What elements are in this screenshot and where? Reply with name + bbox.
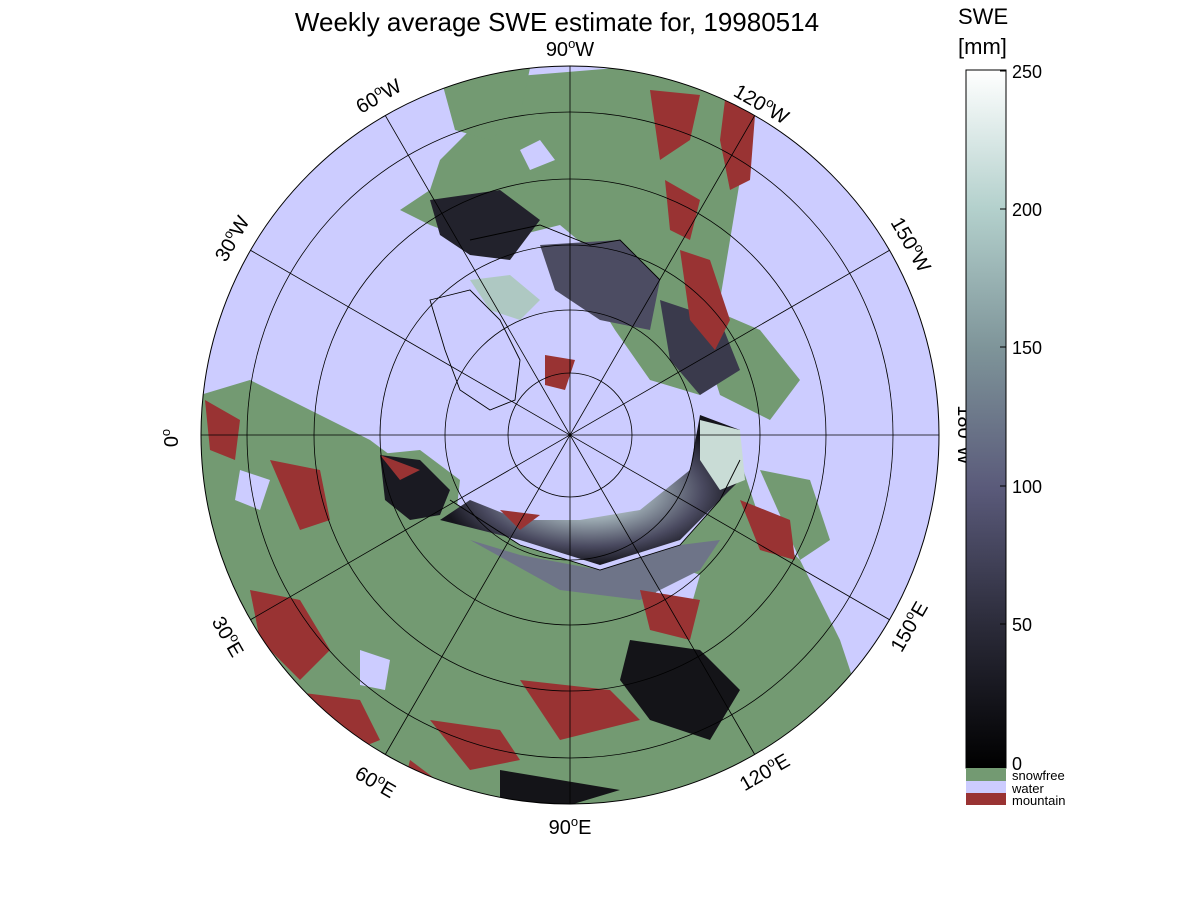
coastlines bbox=[429, 224, 741, 571]
colorbar-title-line2: [mm] bbox=[958, 34, 1007, 59]
colorbar-tick-label: 0 bbox=[1012, 754, 1022, 774]
graticule bbox=[201, 66, 939, 804]
colorbar-tick-label: 150 bbox=[1012, 338, 1042, 358]
map-boundary bbox=[200, 65, 940, 805]
legend-swatch-water bbox=[966, 781, 1006, 793]
lon-label-90e: 90oE bbox=[549, 814, 592, 839]
legend-swatch-snowfree bbox=[966, 768, 1006, 781]
legend: snowfree water mountain bbox=[966, 768, 1065, 808]
meridian-line bbox=[249, 249, 891, 621]
legend-swatch-mountain bbox=[966, 793, 1006, 805]
map-disk bbox=[201, 66, 939, 804]
colorbar-tick-label: 50 bbox=[1012, 615, 1032, 635]
lon-label-60e: 60oE bbox=[351, 760, 401, 803]
lon-label-0: 0o bbox=[158, 429, 183, 447]
map-title: Weekly average SWE estimate for, 1998051… bbox=[295, 7, 819, 37]
colorbar-tick-label: 200 bbox=[1012, 200, 1042, 220]
colorbar-gradient bbox=[965, 69, 1007, 769]
legend-label-mountain: mountain bbox=[1012, 793, 1065, 808]
colorbar-ticks bbox=[1000, 70, 1006, 764]
legend-label-snowfree: snowfree bbox=[1012, 768, 1065, 783]
colorbar-tick-label: 100 bbox=[1012, 477, 1042, 497]
lon-label-90w: 90oW bbox=[546, 36, 594, 61]
colorbar-tick-label: 250 bbox=[1012, 62, 1042, 82]
legend-label-water: water bbox=[1011, 781, 1044, 796]
colorbar: SWE [mm] 0 50 100 150 200 250 bbox=[958, 4, 1042, 774]
colorbar-tick-labels: 0 50 100 150 200 250 bbox=[1012, 62, 1042, 774]
lon-label-30e: 30oE bbox=[207, 611, 250, 661]
colorbar-title-line1: SWE bbox=[958, 4, 1008, 29]
